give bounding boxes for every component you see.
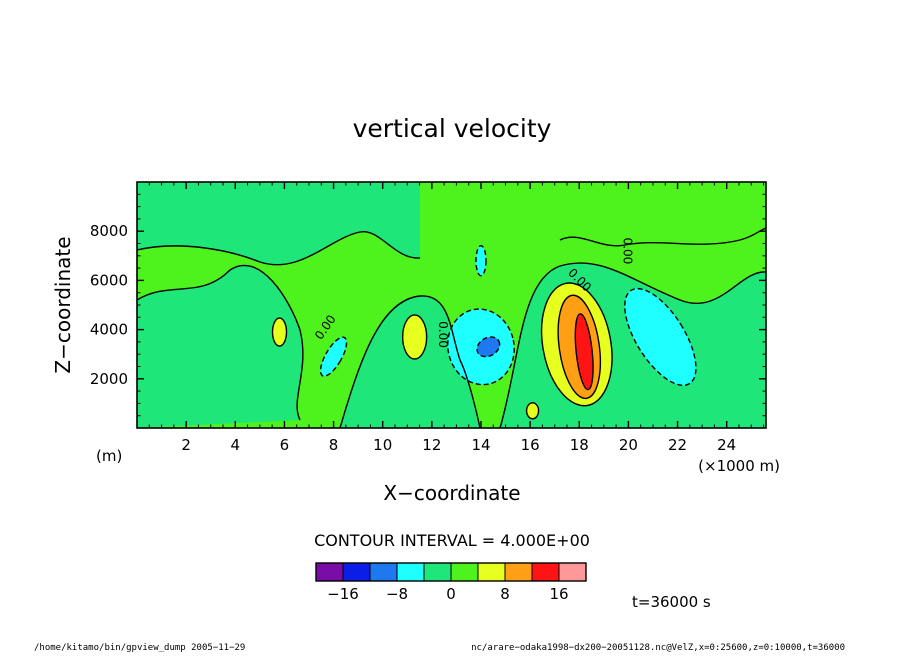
zero-contour-4 — [559, 227, 766, 247]
contour-label-3: 0.00 — [620, 238, 634, 265]
x-axis: 2 4 6 8 10 12 14 16 18 20 22 24 — [148, 182, 765, 454]
contour-label-1: 0.00 — [436, 321, 450, 348]
colorbar-tick-label-3: 8 — [500, 585, 510, 603]
zero-contour-1 — [339, 295, 481, 428]
y-tick-label-8000: 8000 — [90, 222, 128, 240]
colorbar: −16 −8 0 8 16 — [315, 562, 587, 603]
x-tick-label-10: 10 — [373, 436, 392, 454]
contour-interval-label: CONTOUR INTERVAL = 4.000E+00 — [314, 531, 590, 550]
updraft-region-0 — [574, 313, 594, 391]
updraft-region-5 — [525, 402, 540, 420]
velocity-field — [137, 182, 766, 428]
x-axis-unit: (×1000 m) — [698, 457, 780, 475]
region-band-top — [137, 182, 420, 265]
downdraft-region-8 — [624, 287, 697, 387]
y-tick-label-6000: 6000 — [90, 271, 128, 289]
y-tick-label-4000: 4000 — [90, 321, 128, 339]
colorbar-tick-label-1: −8 — [386, 585, 408, 603]
x-tick-label-22: 22 — [668, 436, 687, 454]
colorbar-swatch-7 — [504, 562, 533, 582]
colorbar-swatch-0 — [315, 562, 344, 582]
footer-right-path: nc/arare−odaka1998−dx200−20051128.nc@Vel… — [471, 643, 845, 653]
footer-left-path: /home/kitamo/bin/gpview_dump 2005−11−29 — [34, 643, 245, 653]
time-label: t=36000 s — [632, 593, 711, 611]
zero-contour-3 — [137, 231, 421, 266]
region-band-center — [340, 295, 480, 428]
x-tick-label-24: 24 — [717, 436, 736, 454]
downdraft-region-10 — [475, 245, 487, 277]
x-tick-label-2: 2 — [181, 436, 191, 454]
chart-title: vertical velocity — [353, 114, 552, 143]
x-tick-label-16: 16 — [521, 436, 540, 454]
y-axis-label: Z−coordinate — [51, 236, 75, 373]
colorbar-swatch-4 — [423, 562, 452, 582]
colorbar-frame — [315, 562, 587, 582]
y-axis: 2000 4000 6000 8000 — [90, 193, 766, 417]
downdraft-region-9 — [319, 336, 348, 377]
colorbar-tick-label-2: 0 — [446, 585, 456, 603]
colorbar-swatch-2 — [369, 562, 398, 582]
colorbar-swatch-9 — [558, 562, 587, 582]
x-axis-label: X−coordinate — [383, 481, 520, 505]
contour-lines — [137, 227, 766, 428]
downdraft-region-6 — [476, 336, 501, 358]
colorbar-tick-label-0: −16 — [327, 585, 359, 603]
x-tick-label-6: 6 — [280, 436, 290, 454]
colorbar-tick-label-4: 16 — [549, 585, 568, 603]
x-tick-label-8: 8 — [329, 436, 339, 454]
updraft-region-4 — [271, 317, 288, 347]
zero-contour-0 — [137, 264, 304, 421]
x-tick-label-14: 14 — [471, 436, 490, 454]
x-tick-label-20: 20 — [619, 436, 638, 454]
x-tick-label-12: 12 — [422, 436, 441, 454]
x-tick-label-18: 18 — [570, 436, 589, 454]
colorbar-swatch-6 — [477, 562, 506, 582]
colorbar-swatch-1 — [342, 562, 371, 582]
zero-contour-2 — [499, 262, 766, 428]
x-tick-label-4: 4 — [231, 436, 241, 454]
updraft-region-3 — [401, 314, 428, 360]
plot-area: 0.00 0.000.000.00 — [136, 181, 767, 429]
y-axis-unit: (m) — [96, 447, 122, 465]
colorbar-swatch-8 — [531, 562, 560, 582]
colorbar-swatch-5 — [450, 562, 479, 582]
region-band-left — [137, 265, 303, 428]
y-tick-label-2000: 2000 — [90, 370, 128, 388]
colorbar-swatch-3 — [396, 562, 425, 582]
